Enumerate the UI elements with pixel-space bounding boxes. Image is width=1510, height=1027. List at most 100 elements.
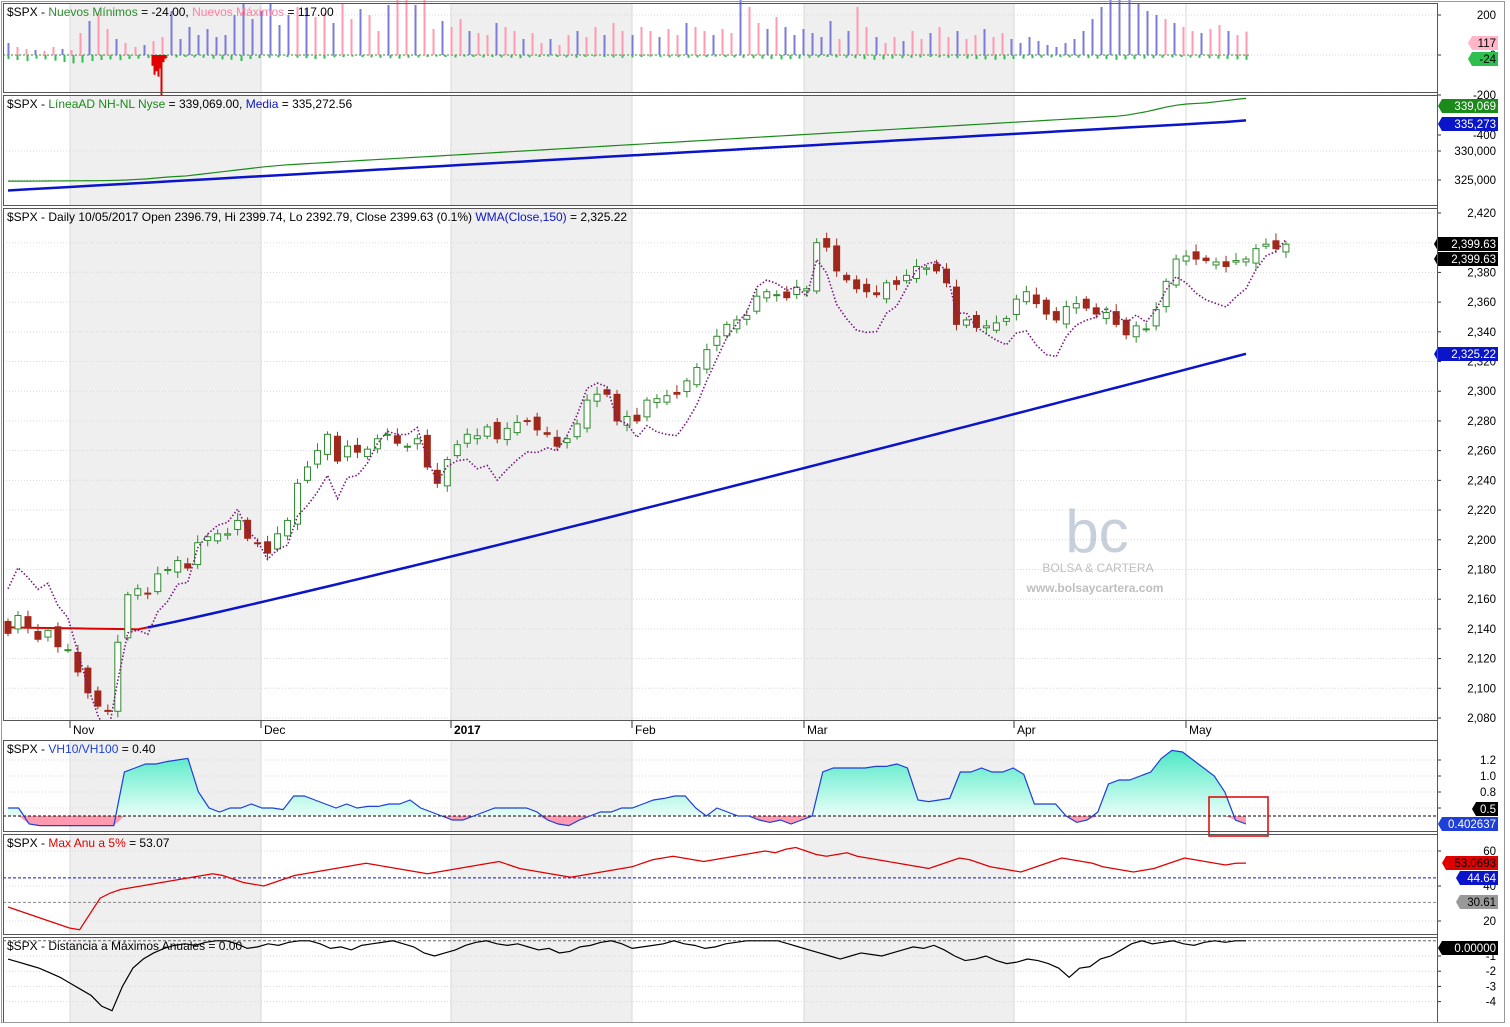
- badge-arrow: [1468, 52, 1472, 66]
- candle-body: [403, 445, 411, 448]
- candle: [1052, 307, 1060, 323]
- candle: [34, 624, 42, 643]
- axis-tick-label: 2,200: [1467, 535, 1496, 547]
- candle-body: [853, 279, 861, 290]
- month-band: [451, 208, 632, 720]
- candle: [673, 385, 681, 399]
- candle: [1022, 285, 1030, 305]
- date-label: Apr: [1017, 723, 1036, 737]
- axis-tick-label: -2: [1486, 966, 1496, 978]
- candle: [234, 513, 242, 536]
- ad-media-badge: 335,273: [1438, 117, 1498, 131]
- candle: [1142, 322, 1150, 333]
- axis-tick-label: 2,420: [1467, 208, 1496, 220]
- candle-body: [1062, 306, 1070, 325]
- badge-bg: [1472, 36, 1498, 50]
- close-badge: 2,399.63: [1434, 237, 1498, 251]
- axis-tick-label: 2,260: [1467, 446, 1496, 458]
- candle: [64, 643, 72, 653]
- candle-body: [1232, 260, 1240, 263]
- axis-tick-label: 2,100: [1467, 683, 1496, 695]
- dotted-indicator-line: [7, 239, 1287, 738]
- badge-arrow: [1442, 856, 1446, 870]
- ad-line-panel: [3, 95, 1437, 205]
- candle: [294, 478, 302, 531]
- candle: [643, 397, 651, 422]
- candle-body: [343, 445, 351, 458]
- candle: [843, 272, 851, 283]
- legend-segment: Nuevos Máximos: [192, 5, 284, 19]
- candle: [174, 556, 182, 579]
- candle-body: [1252, 248, 1260, 264]
- candle: [323, 431, 331, 461]
- badge-value: 0.5: [1480, 804, 1496, 816]
- badge-value: 339,069: [1454, 101, 1496, 113]
- legend-segment: $SPX -: [7, 742, 48, 756]
- candle-body: [923, 267, 931, 270]
- candle-body: [264, 541, 272, 554]
- candle-body: [942, 268, 950, 284]
- candle-body: [74, 651, 82, 673]
- candle-body: [1042, 299, 1050, 315]
- legend-segment: = -24.00,: [138, 5, 192, 19]
- axis-tick-label: 1.2: [1480, 755, 1496, 767]
- candle-body: [753, 295, 761, 312]
- candle-body: [284, 519, 292, 537]
- candle: [593, 386, 601, 408]
- new-highs-badge: 117: [1468, 36, 1498, 50]
- candle: [274, 526, 282, 552]
- candle: [1272, 233, 1280, 254]
- month-band: [804, 208, 1014, 720]
- axis-tick-label: 2,160: [1467, 594, 1496, 606]
- candle-body: [643, 399, 651, 418]
- candle-body: [64, 649, 72, 652]
- badge-value: -24: [1479, 54, 1496, 66]
- candle-body: [363, 448, 371, 458]
- candle-body: [823, 238, 831, 248]
- candle-body: [972, 314, 980, 328]
- legend-segment: $SPX -: [7, 5, 48, 19]
- watermark-url: www.bolsaycartera.com: [1026, 581, 1164, 595]
- candle-body: [982, 325, 990, 329]
- candle: [1032, 287, 1040, 309]
- badge-value: 335,273: [1454, 119, 1496, 131]
- candle: [1072, 296, 1080, 314]
- candle: [713, 328, 721, 352]
- legend-segment: = 335,272.56: [278, 97, 352, 111]
- ref-badge-2: 30.61: [1456, 895, 1498, 909]
- candle: [613, 389, 621, 426]
- axis-tick-label: 2,140: [1467, 624, 1496, 636]
- candle-body: [1172, 258, 1180, 286]
- candle-body: [194, 542, 202, 566]
- month-band: [451, 937, 632, 1022]
- badge-bg: [1460, 871, 1498, 885]
- axis-tick-label: 2,220: [1467, 505, 1496, 517]
- candle-body: [1222, 261, 1230, 267]
- candle: [1152, 302, 1160, 331]
- candle: [144, 587, 152, 600]
- wma-line: [147, 352, 1247, 629]
- badge-arrow: [1456, 895, 1460, 909]
- candle: [693, 363, 701, 388]
- month-band: [70, 937, 261, 1022]
- candle-body: [613, 393, 621, 422]
- candle-body: [513, 421, 521, 434]
- candle: [94, 686, 102, 710]
- candle-body: [1162, 280, 1170, 308]
- candle-body: [793, 286, 801, 296]
- candle: [533, 412, 541, 436]
- candle: [833, 238, 841, 277]
- candle-body: [1212, 261, 1220, 266]
- badge-bg: [1442, 117, 1498, 131]
- candle: [473, 428, 481, 445]
- distance-badge: 0.00000: [1438, 941, 1498, 955]
- candle-body: [1002, 317, 1010, 322]
- candle: [1042, 297, 1050, 320]
- new-lows-badge: -24: [1468, 52, 1498, 66]
- candle-body: [553, 436, 561, 447]
- candle: [403, 443, 411, 452]
- badge-bg: [1460, 895, 1498, 909]
- candle-body: [1282, 243, 1290, 253]
- panel-legend: $SPX - LíneaAD NH-NL Nyse = 339,069.00, …: [7, 97, 352, 111]
